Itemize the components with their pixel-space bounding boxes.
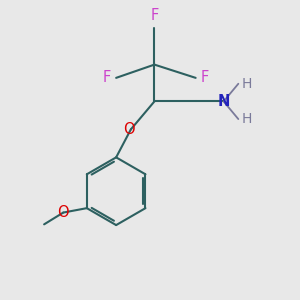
Text: F: F: [150, 8, 158, 22]
Text: N: N: [218, 94, 230, 109]
Text: F: F: [201, 70, 209, 86]
Text: O: O: [123, 122, 134, 137]
Text: O: O: [57, 205, 69, 220]
Text: H: H: [241, 112, 252, 126]
Text: F: F: [103, 70, 111, 86]
Text: H: H: [241, 77, 252, 91]
